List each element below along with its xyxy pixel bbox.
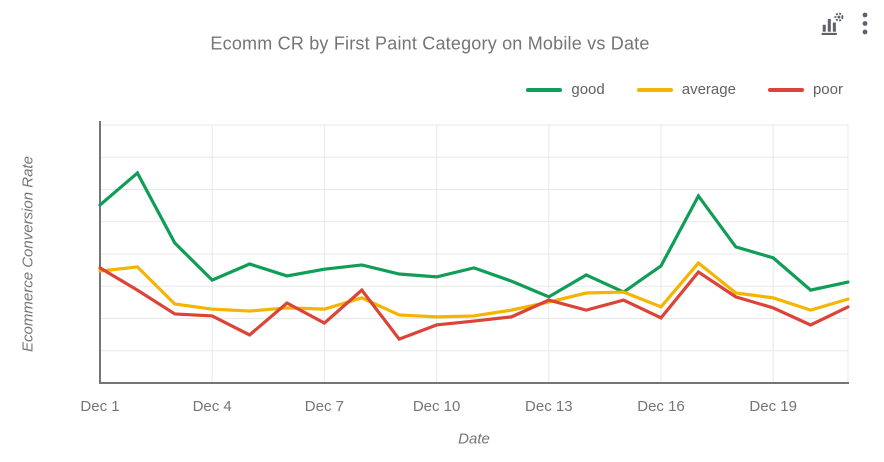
legend-swatch-average — [636, 87, 673, 92]
series-line-good — [98, 170, 850, 299]
legend-swatch-good — [526, 87, 563, 92]
legend-label: poor — [812, 81, 843, 98]
x-axis-title: Date — [458, 430, 490, 448]
kebab-menu-icon — [862, 12, 868, 35]
legend-label: average — [681, 81, 736, 98]
x-tick-label: Dec 4 — [192, 398, 232, 415]
legend-item-poor[interactable]: poor — [767, 81, 843, 98]
toolbar — [817, 9, 871, 39]
chart-settings-icon — [821, 12, 844, 35]
x-tick-label: Dec 16 — [637, 398, 685, 415]
legend-item-average[interactable]: average — [636, 81, 736, 98]
legend: good average poor — [526, 81, 843, 98]
x-tick-label: Dec 1 — [80, 398, 120, 415]
legend-label: good — [571, 81, 605, 98]
x-tick-label: Dec 13 — [525, 398, 573, 415]
x-tick-label: Dec 10 — [412, 398, 461, 415]
legend-swatch-poor — [767, 87, 804, 92]
legend-item-good[interactable]: good — [526, 81, 605, 98]
chart-title: Ecomm CR by First Paint Category on Mobi… — [210, 33, 650, 54]
series-line-average — [98, 260, 850, 319]
more-options-button[interactable] — [859, 9, 871, 39]
series-line-poor — [98, 266, 850, 342]
chart-settings-button[interactable] — [817, 10, 846, 39]
x-tick-label: Dec 19 — [749, 398, 797, 415]
x-tick-label: Dec 7 — [304, 398, 344, 415]
y-axis-title: Ecommerce Conversion Rate — [19, 156, 37, 352]
